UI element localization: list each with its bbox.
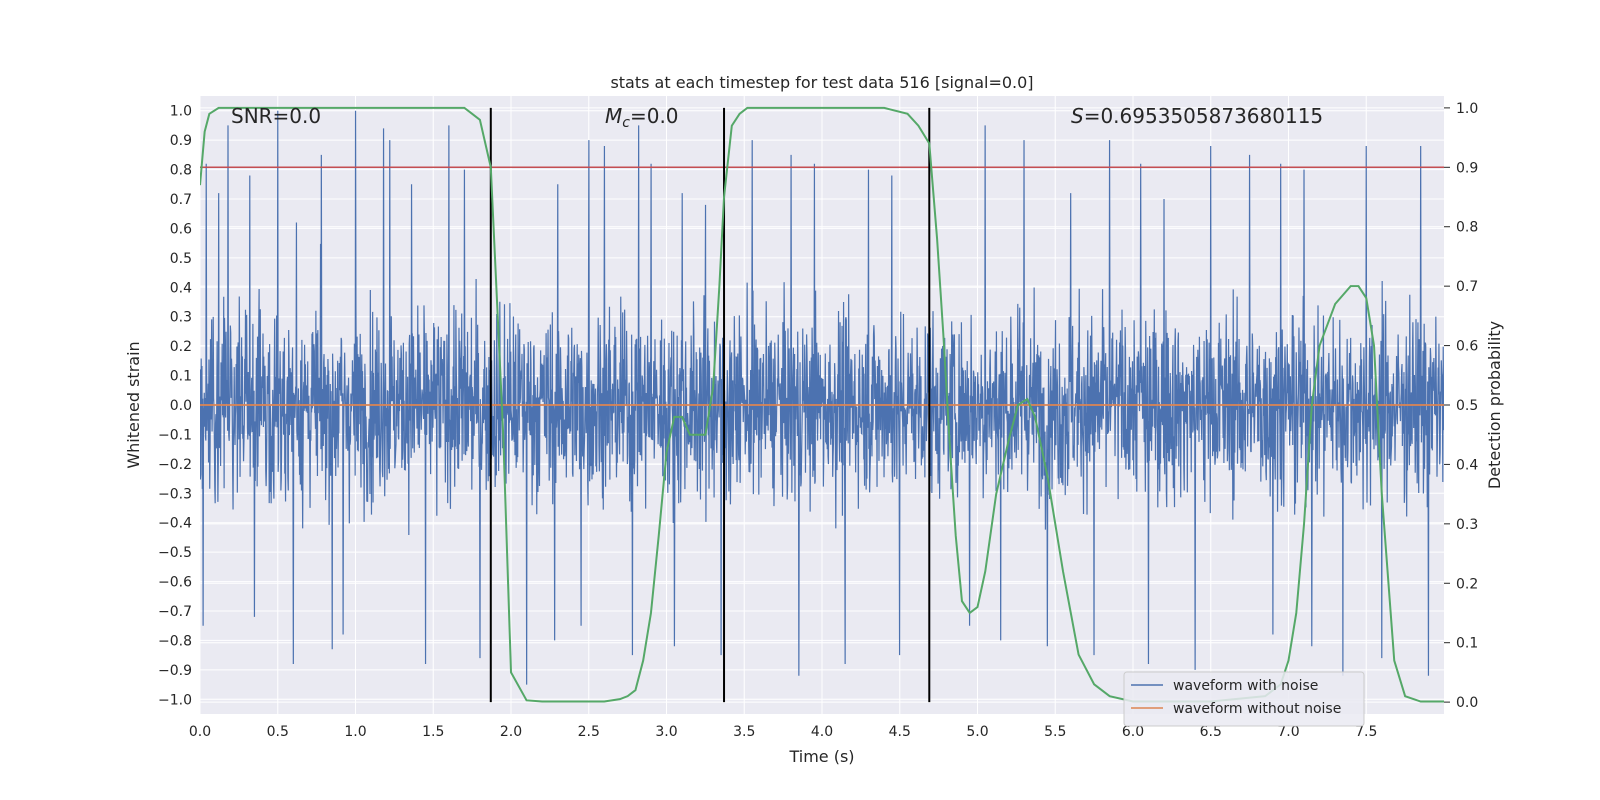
y-tick-label: 0.8 <box>170 163 192 179</box>
y2-tick-label: 0.3 <box>1456 517 1478 533</box>
legend-box <box>1123 671 1365 727</box>
x-tick-label: 0.0 <box>189 724 211 740</box>
y-tick-label: −0.6 <box>158 575 192 591</box>
y2-tick-label: 0.5 <box>1456 398 1478 414</box>
x-tick-label: 5.5 <box>1044 724 1066 740</box>
x-tick-label: 5.0 <box>966 724 988 740</box>
y2-tick-label: 1.0 <box>1456 101 1478 117</box>
x-tick-label: 0.5 <box>267 724 289 740</box>
y-tick-label: −0.3 <box>158 486 192 502</box>
y-tick-label: −0.5 <box>158 545 192 561</box>
y-tick-label: −0.1 <box>158 427 192 443</box>
y-tick-label: 0.3 <box>170 310 192 326</box>
chart-title: stats at each timestep for test data 516… <box>610 73 1033 92</box>
y2-tick-label: 0.2 <box>1456 576 1478 592</box>
y-tick-label: −0.4 <box>158 516 192 532</box>
x-tick-label: 6.5 <box>1200 724 1222 740</box>
x-tick-label: 4.0 <box>811 724 833 740</box>
y2-tick-label: 0.0 <box>1456 695 1478 711</box>
y-tick-label: −0.7 <box>158 604 192 620</box>
y-tick-label: 0.0 <box>170 398 192 414</box>
y-tick-label: 0.1 <box>170 369 192 385</box>
y2-axis-ticks: 0.0 0.1 0.2 0.3 0.4 0.5 0.6 0.7 0.8 0.9 1.0 <box>1444 101 1478 711</box>
y2-tick-label: 0.9 <box>1456 160 1478 176</box>
x-tick-label: 4.5 <box>889 724 911 740</box>
probability-series-line <box>200 106 1444 703</box>
y2-tick-label: 0.1 <box>1456 636 1478 652</box>
noise-waveform <box>200 110 1444 685</box>
y2-tick-label: 0.7 <box>1456 279 1478 295</box>
y-tick-label: 0.4 <box>170 280 192 296</box>
y-tick-label: −0.9 <box>158 663 192 679</box>
probability-curve <box>200 106 1444 703</box>
mc-symbol: M <box>605 104 622 128</box>
x-tick-label: 3.0 <box>655 724 677 740</box>
y2-tick-label: 0.4 <box>1456 457 1478 473</box>
snr-annotation: SNR=0.0 <box>231 104 321 128</box>
y-tick-label: 0.2 <box>170 339 192 355</box>
mc-value: =0.0 <box>630 104 679 128</box>
x-axis-label: Time (s) <box>788 747 854 766</box>
y-tick-label: 1.0 <box>170 104 192 120</box>
s-value: =0.6953505873680115 <box>1084 104 1323 128</box>
x-tick-label: 3.5 <box>733 724 755 740</box>
y2-axis-label: Detection probability <box>1485 321 1504 489</box>
y-tick-label: 0.5 <box>170 251 192 267</box>
y-tick-label: −1.0 <box>158 692 192 708</box>
y2-tick-label: 0.6 <box>1456 339 1478 355</box>
x-tick-label: 7.0 <box>1277 724 1299 740</box>
y-axis-label: Whitened strain <box>124 341 143 468</box>
y-tick-label: 0.6 <box>170 221 192 237</box>
legend-label-clean: waveform without noise <box>1173 701 1341 717</box>
x-tick-label: 7.5 <box>1355 724 1377 740</box>
mc-subscript: c <box>622 115 630 131</box>
noise-series-line <box>200 110 1444 685</box>
y-tick-label: 0.9 <box>170 133 192 149</box>
x-axis-ticks: 0.0 0.5 1.0 1.5 2.0 2.5 3.0 3.5 4.0 4.5 5.0 5.5 6.0 6… <box>189 724 1378 740</box>
score-annotation: S=0.6953505873680115 <box>1071 104 1323 128</box>
x-tick-label: 1.0 <box>344 724 366 740</box>
y2-tick-label: 0.8 <box>1456 220 1478 236</box>
y-tick-label: −0.8 <box>158 633 192 649</box>
chirp-mass-annotation: Mc=0.0 <box>605 104 679 131</box>
plot-area <box>200 106 1444 703</box>
x-tick-label: 2.0 <box>500 724 522 740</box>
y-tick-label: 0.7 <box>170 192 192 208</box>
legend: waveform with noise waveform without noi… <box>1123 671 1365 727</box>
legend-label-noise: waveform with noise <box>1173 678 1318 694</box>
x-tick-label: 6.0 <box>1122 724 1144 740</box>
s-symbol: S <box>1071 104 1084 128</box>
x-tick-label: 1.5 <box>422 724 444 740</box>
x-tick-label: 2.5 <box>578 724 600 740</box>
y-tick-label: −0.2 <box>158 457 192 473</box>
y-axis-ticks: −1.0 −0.9 −0.8 −0.7 −0.6 −0.5 −0.4 −0.3 −0.2 −0.1… <box>158 104 192 709</box>
